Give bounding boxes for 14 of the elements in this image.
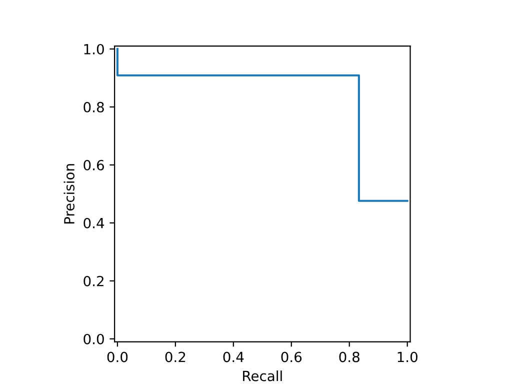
x-tick-label: 0.4 — [223, 352, 244, 362]
x-tick-label: 0.0 — [107, 352, 128, 362]
y-tick-label: 0.2 — [84, 276, 104, 286]
y-tick-label: 0.4 — [84, 218, 104, 228]
x-tick-label: 1.0 — [398, 352, 418, 362]
x-tick-label: 0.2 — [165, 352, 186, 362]
x-tick-label: 0.8 — [339, 352, 360, 362]
y-axis-title: Precision — [64, 164, 75, 224]
x-tick-label: 0.6 — [281, 352, 302, 362]
y-tick-label: 0.8 — [84, 102, 104, 112]
y-tick-label: 1.0 — [84, 44, 104, 54]
y-tick-label: 0.6 — [84, 160, 104, 170]
x-axis-title: Recall — [243, 370, 282, 382]
y-tick-label: 0.0 — [84, 334, 104, 344]
